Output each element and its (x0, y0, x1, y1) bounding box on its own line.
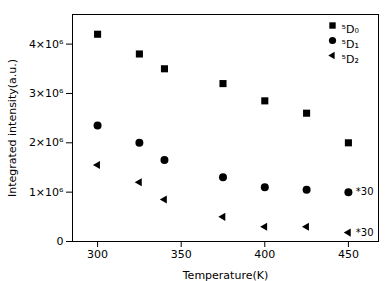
svg-text:3×10⁶: 3×10⁶ (29, 87, 64, 100)
svg-text:350: 350 (171, 248, 192, 261)
svg-text:Integrated intensity(a.u.): Integrated intensity(a.u.) (6, 59, 19, 197)
svg-text:Temperature(K): Temperature(K) (182, 269, 268, 281)
svg-text:300: 300 (87, 248, 108, 261)
svg-text:*30: *30 (356, 186, 374, 197)
svg-text:1×10⁶: 1×10⁶ (29, 186, 64, 199)
svg-text:⁵D₁: ⁵D₁ (342, 38, 359, 51)
svg-text:400: 400 (254, 248, 275, 261)
svg-text:⁵D₂: ⁵D₂ (342, 53, 359, 66)
svg-text:450: 450 (338, 248, 359, 261)
svg-text:4×10⁶: 4×10⁶ (29, 38, 64, 51)
svg-text:⁵D₀: ⁵D₀ (342, 23, 360, 36)
svg-text:0: 0 (57, 235, 64, 248)
svg-text:2×10⁶: 2×10⁶ (29, 136, 64, 149)
svg-text:*30: *30 (356, 227, 374, 238)
